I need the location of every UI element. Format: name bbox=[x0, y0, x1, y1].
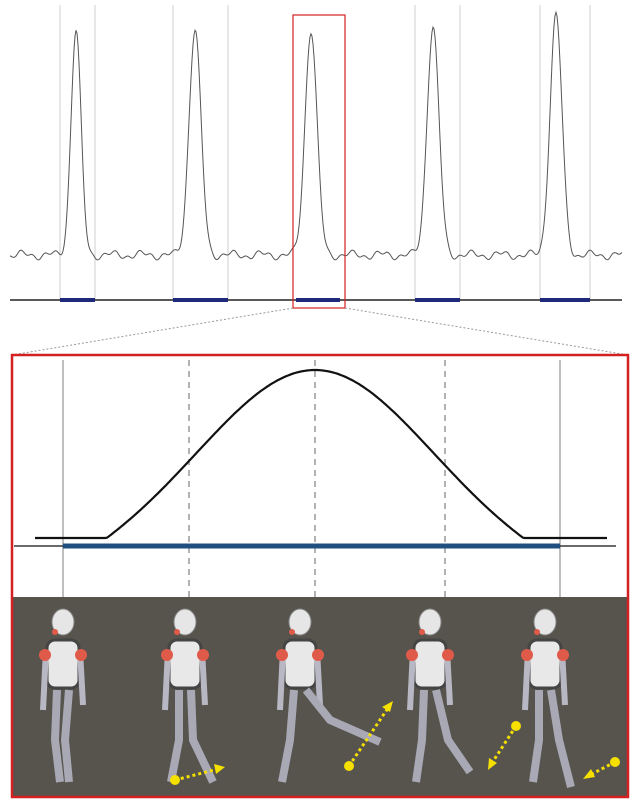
robot-joint bbox=[534, 629, 540, 635]
robot-joint bbox=[39, 649, 51, 661]
robot-joint bbox=[197, 649, 209, 661]
arrow-dot bbox=[511, 721, 521, 731]
robot-torso bbox=[47, 640, 79, 688]
robot-joint bbox=[276, 649, 288, 661]
robot-leg bbox=[65, 690, 69, 782]
robot-joint bbox=[312, 649, 324, 661]
robot-joint bbox=[174, 629, 180, 635]
robot-torso bbox=[169, 640, 201, 688]
robot-joint bbox=[442, 649, 454, 661]
arrow-dot bbox=[344, 761, 354, 771]
arrow-dot bbox=[610, 757, 620, 767]
robot-joint bbox=[406, 649, 418, 661]
robot-joint bbox=[521, 649, 533, 661]
robot-joint bbox=[557, 649, 569, 661]
robot-torso bbox=[284, 640, 316, 688]
robot-torso bbox=[414, 640, 446, 688]
arrow-dot bbox=[170, 775, 180, 785]
robot-joint bbox=[419, 629, 425, 635]
robot-joint bbox=[289, 629, 295, 635]
robot-joint bbox=[161, 649, 173, 661]
robot-torso bbox=[529, 640, 561, 688]
robot-joint bbox=[52, 629, 58, 635]
robot-joint bbox=[75, 649, 87, 661]
